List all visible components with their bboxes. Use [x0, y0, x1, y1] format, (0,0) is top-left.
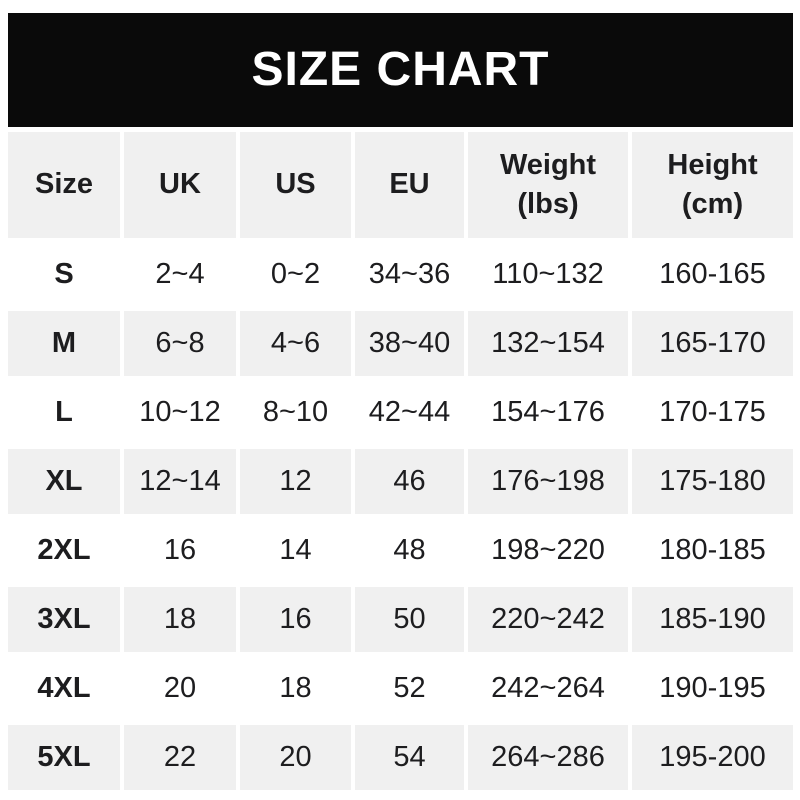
column-header-weight: Weight (lbs) [468, 132, 628, 238]
cell-us-row-3: 8~10 [240, 380, 351, 445]
cell-eu-row-5: 48 [355, 518, 464, 583]
cell-us-row-8: 20 [240, 725, 351, 790]
cell-uk-row-7: 20 [124, 656, 236, 721]
size-chart-banner: SIZE CHART [8, 13, 793, 127]
cell-height-row-1: 160-165 [632, 242, 793, 307]
cell-size-row-7: 4XL [8, 656, 120, 721]
cell-eu-row-7: 52 [355, 656, 464, 721]
cell-uk-row-2: 6~8 [124, 311, 236, 376]
cell-size-row-3: L [8, 380, 120, 445]
cell-eu-row-1: 34~36 [355, 242, 464, 307]
column-header-size: Size [8, 132, 120, 238]
cell-uk-row-8: 22 [124, 725, 236, 790]
cell-size-row-6: 3XL [8, 587, 120, 652]
cell-us-row-5: 14 [240, 518, 351, 583]
cell-uk-row-1: 2~4 [124, 242, 236, 307]
cell-height-row-4: 175-180 [632, 449, 793, 514]
cell-height-row-5: 180-185 [632, 518, 793, 583]
column-header-uk: UK [124, 132, 236, 238]
cell-size-row-1: S [8, 242, 120, 307]
cell-us-row-6: 16 [240, 587, 351, 652]
cell-weight-row-2: 132~154 [468, 311, 628, 376]
cell-weight-row-1: 110~132 [468, 242, 628, 307]
cell-height-row-3: 170-175 [632, 380, 793, 445]
cell-eu-row-2: 38~40 [355, 311, 464, 376]
cell-uk-row-3: 10~12 [124, 380, 236, 445]
column-header-eu: EU [355, 132, 464, 238]
cell-eu-row-6: 50 [355, 587, 464, 652]
column-header-height: Height (cm) [632, 132, 793, 238]
size-chart-title: SIZE CHART [251, 43, 550, 96]
cell-size-row-5: 2XL [8, 518, 120, 583]
cell-weight-row-5: 198~220 [468, 518, 628, 583]
cell-size-row-4: XL [8, 449, 120, 514]
cell-weight-row-6: 220~242 [468, 587, 628, 652]
column-header-us: US [240, 132, 351, 238]
cell-eu-row-3: 42~44 [355, 380, 464, 445]
cell-eu-row-8: 54 [355, 725, 464, 790]
cell-height-row-6: 185-190 [632, 587, 793, 652]
cell-eu-row-4: 46 [355, 449, 464, 514]
cell-height-row-7: 190-195 [632, 656, 793, 721]
cell-height-row-2: 165-170 [632, 311, 793, 376]
cell-size-row-2: M [8, 311, 120, 376]
cell-weight-row-8: 264~286 [468, 725, 628, 790]
cell-height-row-8: 195-200 [632, 725, 793, 790]
cell-us-row-2: 4~6 [240, 311, 351, 376]
cell-uk-row-6: 18 [124, 587, 236, 652]
cell-weight-row-4: 176~198 [468, 449, 628, 514]
cell-size-row-8: 5XL [8, 725, 120, 790]
cell-weight-row-3: 154~176 [468, 380, 628, 445]
cell-uk-row-5: 16 [124, 518, 236, 583]
size-table: Size UK US EU Weight (lbs) Height (cm) S… [8, 132, 793, 790]
cell-us-row-1: 0~2 [240, 242, 351, 307]
cell-uk-row-4: 12~14 [124, 449, 236, 514]
cell-us-row-4: 12 [240, 449, 351, 514]
cell-weight-row-7: 242~264 [468, 656, 628, 721]
cell-us-row-7: 18 [240, 656, 351, 721]
